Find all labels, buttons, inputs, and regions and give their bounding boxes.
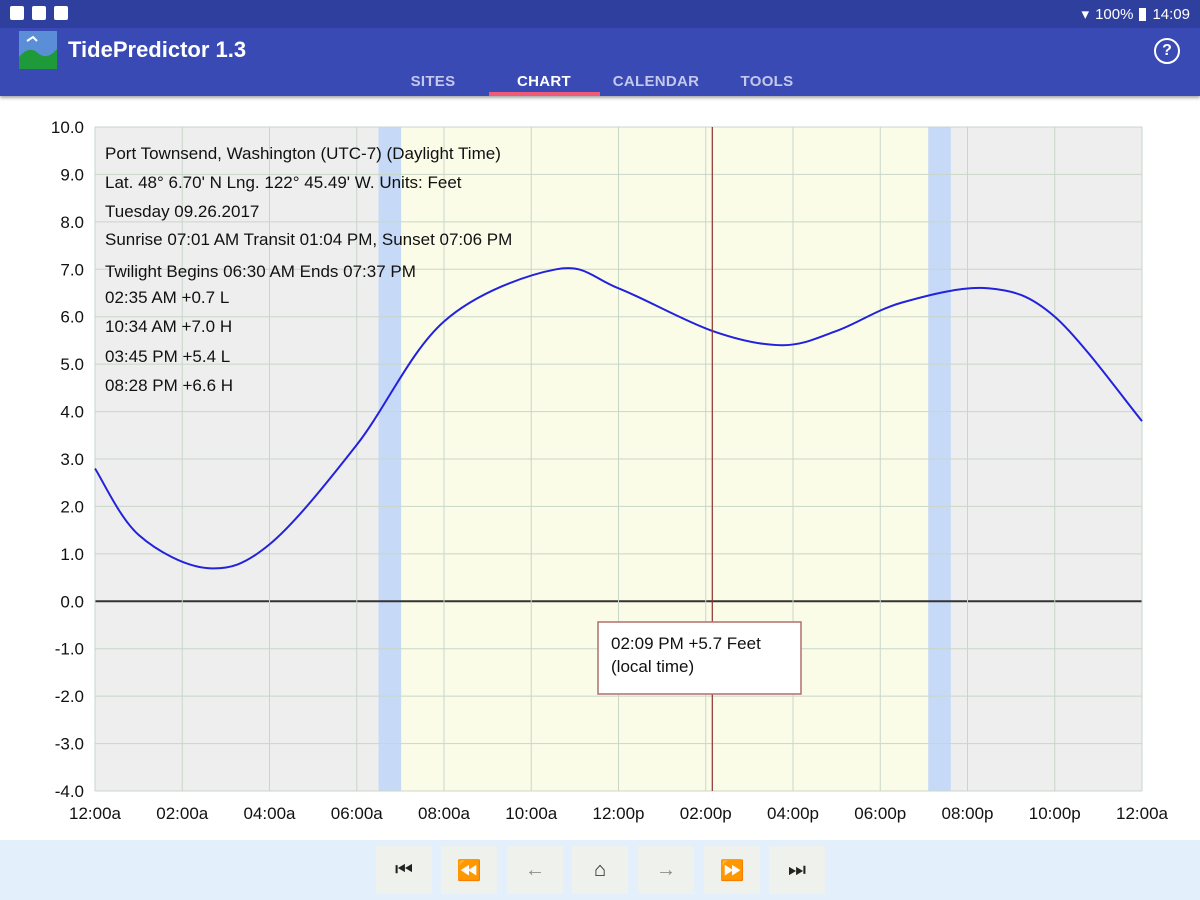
tab-sites[interactable]: SITES xyxy=(410,73,456,90)
tide-chart[interactable]: 10.0 9.0 8.0 7.0 6.0 5.0 4.0 3.0 2.0 1.0 0.0 -1.0 -2… xyxy=(0,96,1200,840)
tab-chart[interactable]: CHART xyxy=(517,73,571,90)
tab-bar: SITES CHART CALENDAR TOOLS xyxy=(0,70,1200,96)
home-icon: ⌂ xyxy=(593,858,607,881)
info-twilight: Twilight Begins 06:30 AM Ends 07:37 PM xyxy=(105,262,416,281)
app-icon xyxy=(32,6,46,20)
x-tick-label: 12:00a xyxy=(69,804,122,823)
info-coords: Lat. 48° 6.70' N Lng. 122° 45.49' W. Uni… xyxy=(105,173,462,192)
app-logo-icon xyxy=(19,31,57,69)
last-day-button[interactable]: ⏭ xyxy=(769,846,825,894)
x-tick-label: 06:00a xyxy=(331,804,384,823)
fast-forward-icon: ⏩ xyxy=(719,859,745,882)
cloud-icon xyxy=(54,6,68,20)
y-tick-label: -2.0 xyxy=(55,687,84,706)
back-button[interactable]: ← xyxy=(507,846,563,894)
y-tick-label: 7.0 xyxy=(60,260,84,279)
x-tick-label: 12:00a xyxy=(1116,804,1169,823)
home-button[interactable]: ⌂ xyxy=(572,846,628,894)
x-tick-label: 06:00p xyxy=(854,804,906,823)
tooltip-value: 02:09 PM +5.7 Feet xyxy=(611,634,761,653)
y-tick-label: 4.0 xyxy=(60,403,84,422)
tab-calendar[interactable]: CALENDAR xyxy=(612,73,700,90)
app-title: TidePredictor 1.3 xyxy=(68,37,247,62)
x-tick-label: 08:00a xyxy=(418,804,471,823)
y-tick-label: 1.0 xyxy=(60,545,84,564)
wifi-icon: ▾ xyxy=(1081,6,1090,23)
y-tick-label: -4.0 xyxy=(55,782,84,801)
y-tick-label: 3.0 xyxy=(60,450,84,469)
rewind-button[interactable]: ⏪ xyxy=(441,846,497,894)
info-tide-1: 02:35 AM +0.7 L xyxy=(105,288,229,307)
battery-level: 100% xyxy=(1095,5,1134,23)
system-icons: ▾ 100% 14:09 xyxy=(1081,5,1190,24)
y-tick-label: 2.0 xyxy=(60,497,84,516)
first-day-button[interactable]: ⏮ xyxy=(376,846,432,894)
tide-curve xyxy=(94,267,1143,570)
info-tide-3: 03:45 PM +5.4 L xyxy=(105,347,230,366)
fast-forward-button[interactable]: ⏩ xyxy=(704,846,760,894)
battery-icon xyxy=(1139,7,1147,21)
back-arrow-icon: ← xyxy=(525,858,545,881)
y-tick-label: 10.0 xyxy=(51,118,84,137)
image-icon xyxy=(10,6,24,20)
info-date: Tuesday 09.26.2017 xyxy=(105,202,259,221)
tide-chart-svg[interactable]: 10.0 9.0 8.0 7.0 6.0 5.0 4.0 3.0 2.0 1.0 0.0 -1.0 -2… xyxy=(0,96,1200,840)
y-tick-label: 5.0 xyxy=(60,355,84,374)
status-bar: ▾ 100% 14:09 xyxy=(0,0,1200,28)
navigation-bar: ⏮ ⏪ ← ⌂ → ⏩ ⏭ xyxy=(0,840,1200,900)
app-bar: TidePredictor 1.3 ? SITES CHART CALENDAR… xyxy=(0,28,1200,96)
info-sun: Sunrise 07:01 AM Transit 01:04 PM, Sunse… xyxy=(105,230,512,249)
forward-arrow-icon: → xyxy=(656,858,676,881)
clock: 14:09 xyxy=(1152,5,1190,23)
first-icon: ⏮ xyxy=(395,858,413,881)
info-tide-2: 10:34 AM +7.0 H xyxy=(105,317,232,336)
tooltip-note: (local time) xyxy=(611,657,694,676)
x-tick-label: 02:00a xyxy=(156,804,209,823)
rewind-icon: ⏪ xyxy=(456,859,482,882)
notification-icons xyxy=(10,6,68,20)
tab-indicator xyxy=(489,92,600,96)
x-tick-label: 08:00p xyxy=(942,804,994,823)
x-tick-label: 04:00a xyxy=(244,804,297,823)
cursor-tooltip: 02:09 PM +5.7 Feet (local time) xyxy=(597,621,802,695)
tab-tools[interactable]: TOOLS xyxy=(740,73,794,90)
info-tide-4: 08:28 PM +6.6 H xyxy=(105,376,233,395)
y-tick-label: 8.0 xyxy=(60,213,84,232)
y-tick-label: -1.0 xyxy=(55,640,84,659)
y-tick-label: -3.0 xyxy=(55,735,84,754)
y-tick-label: 9.0 xyxy=(60,165,84,184)
x-tick-label: 12:00p xyxy=(593,804,645,823)
last-icon: ⏭ xyxy=(788,858,806,881)
help-icon[interactable]: ? xyxy=(1154,38,1180,64)
y-tick-label: 6.0 xyxy=(60,308,84,327)
x-tick-label: 04:00p xyxy=(767,804,819,823)
x-tick-label: 02:00p xyxy=(680,804,732,823)
forward-button[interactable]: → xyxy=(638,846,694,894)
info-location: Port Townsend, Washington (UTC-7) (Dayli… xyxy=(105,144,501,163)
y-tick-label: 0.0 xyxy=(60,592,84,611)
x-tick-label: 10:00a xyxy=(505,804,558,823)
x-tick-label: 10:00p xyxy=(1029,804,1081,823)
